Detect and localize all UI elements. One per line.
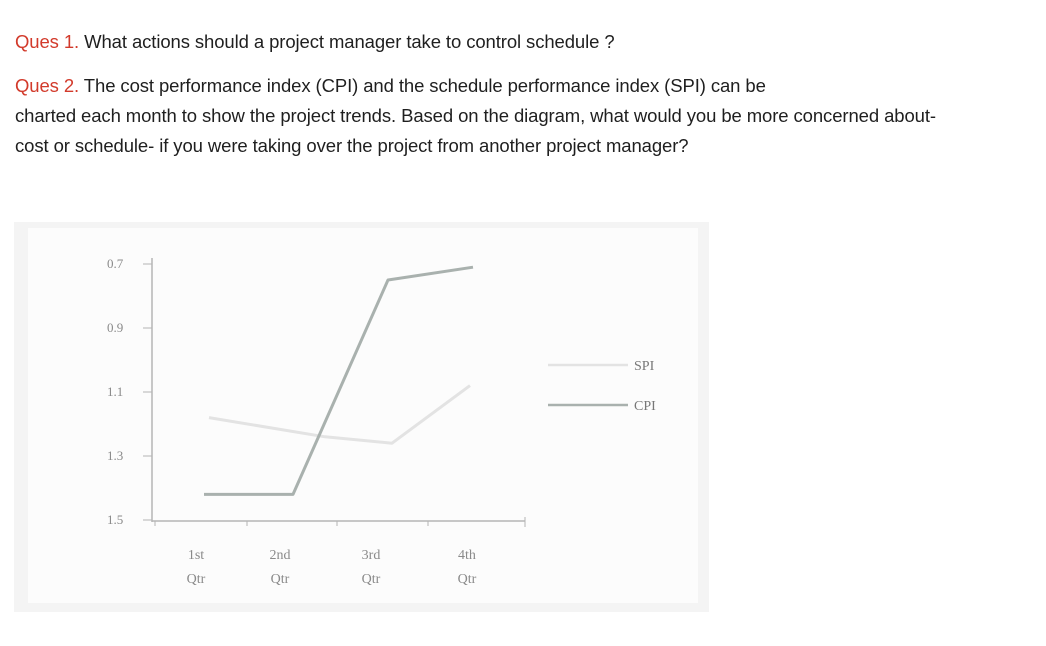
y-axis-ticks: 0.7 0.9 1.1 1.3 1.5: [107, 256, 152, 527]
x-tick-label: 3rd: [362, 548, 381, 563]
x-tick-label: Qtr: [187, 572, 206, 587]
x-axis-ticks: 1st Qtr 2nd Qtr 3rd Qtr 4th Qtr: [154, 521, 477, 587]
x-tick-label: 4th: [458, 548, 476, 563]
x-tick-label: 2nd: [270, 548, 291, 563]
x-tick-label: Qtr: [271, 572, 290, 587]
y-tick-label: 1.1: [107, 384, 123, 399]
question-1-text: What actions should a project manager ta…: [79, 31, 615, 52]
question-2: Ques 2. The cost performance index (CPI)…: [15, 71, 1045, 161]
x-tick-label: Qtr: [362, 572, 381, 587]
y-tick-label: 0.7: [107, 256, 124, 271]
y-tick-label: 0.9: [107, 320, 123, 335]
y-tick-label: 1.5: [107, 512, 123, 527]
chart-background: [28, 228, 698, 603]
cpi-spi-chart-image: [14, 222, 709, 612]
question-2-text-line1: The cost performance index (CPI) and the…: [79, 75, 766, 96]
legend-spi-label: SPI: [634, 359, 655, 374]
y-tick-label: 1.3: [107, 448, 123, 463]
question-1: Ques 1. What actions should a project ma…: [15, 27, 615, 57]
legend-cpi-label: CPI: [634, 399, 656, 414]
question-2-text-line3: cost or schedule- if you were taking ove…: [15, 135, 689, 156]
spi-line: [208, 384, 471, 445]
question-2-text-line2: charted each month to show the project t…: [15, 105, 936, 126]
cpi-line: [204, 265, 474, 496]
chart-legend: SPI CPI: [548, 359, 656, 414]
x-tick-label: Qtr: [458, 572, 477, 587]
question-2-number: Ques 2.: [15, 75, 80, 96]
question-1-number: Ques 1.: [15, 31, 80, 52]
x-tick-label: 1st: [188, 548, 204, 563]
